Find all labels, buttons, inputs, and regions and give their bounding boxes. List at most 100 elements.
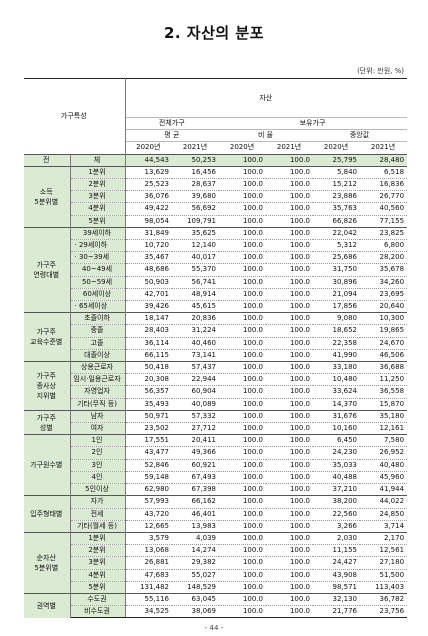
table-cell: 40,017 [172, 251, 220, 264]
table-cell: 29,382 [172, 556, 220, 570]
table-row: 순자산 5분위별 1분위 3,579 4,039 100.0 100.0 2,030 2,17… [24, 531, 408, 594]
table-cell: 100.0 [266, 300, 314, 313]
table-cell: 3,714 [360, 519, 408, 533]
table-cell: 100.0 [266, 202, 314, 216]
table-cell: 32,130 [313, 592, 361, 606]
table-cell: 11,250 [360, 373, 408, 386]
table-cell: 100.0 [219, 458, 267, 472]
table-cell: 16,456 [172, 165, 220, 179]
table-cell: 100.0 [266, 446, 314, 460]
table-cell: 3,266 [313, 519, 361, 533]
row-label: 2인 [70, 446, 126, 460]
table-cell: 37,210 [313, 483, 361, 496]
table-row: 가구주 종사상 지위별 상용근로자 50,418 57,437 100.0 100.0 33… [24, 361, 408, 411]
table-cell: 100.0 [219, 580, 267, 594]
table-body: 전 체 44,543 50,253 100.0 100.0 25,795 28,… [24, 153, 408, 619]
table-cell: 44,022 [360, 495, 408, 508]
table-row: 입주형태별 자가 57,993 66,162 100.0 100.0 38,200 44,02… [24, 495, 408, 533]
table-row: 기타(월세 등) 12,665 13,983 100.0 100.0 3,266 3,714 [24, 519, 408, 533]
table-cell: 66,826 [313, 214, 361, 228]
page-number: - 44 - [204, 624, 224, 632]
table-cell: 22,560 [313, 507, 361, 521]
table-cell: 40,480 [360, 458, 408, 472]
table-cell: 100.0 [219, 153, 267, 167]
table-row: 3인 52,846 60,921 100.0 100.0 35,033 40,480 [24, 458, 408, 472]
table-cell: 50,971 [125, 409, 173, 423]
table-row: 2인 43,477 49,366 100.0 100.0 24,230 26,952 [24, 446, 408, 460]
row-label: 40~49세 [70, 263, 126, 277]
table-row: 5분위 131,482 148,529 100.0 100.0 98,571 113,403 [24, 580, 408, 594]
table-cell: 59,148 [125, 470, 173, 484]
table-cell: 49,422 [125, 202, 173, 216]
table-cell: 5,312 [313, 239, 361, 252]
row-label: 5인이상 [70, 483, 126, 496]
table-cell: 14,370 [313, 397, 361, 411]
table-cell: 20,308 [125, 373, 173, 386]
row-label: 3분위 [70, 190, 126, 203]
row-label: 자가 [70, 495, 126, 508]
table-cell: 4,039 [172, 531, 220, 545]
table-row: 4분위 47,683 55,027 100.0 100.0 43,908 51,500 [24, 568, 408, 582]
table-cell: 14,274 [172, 544, 220, 557]
table-cell: 100.0 [266, 531, 314, 545]
table-cell: 28,480 [360, 153, 408, 167]
table-row: 비수도권 34,525 38,069 100.0 100.0 21,776 23,756 [24, 605, 408, 619]
table-cell: 100.0 [219, 165, 267, 179]
table-cell: 12,561 [360, 544, 408, 557]
table-cell: 100.0 [266, 544, 314, 557]
table-cell: 100.0 [266, 263, 314, 277]
table-cell: 60,904 [172, 385, 220, 399]
row-label: 50~59세 [70, 275, 126, 289]
table-cell: 73,141 [172, 348, 220, 362]
table-cell: 100.0 [266, 422, 314, 435]
table-cell: 100.0 [219, 531, 267, 545]
table-cell: 43,477 [125, 446, 173, 460]
table-cell: 100.0 [266, 397, 314, 411]
table-header: 가구특성 자산 전체가구 보유가구 평 균 비 율 중앙값 2020년 2021… [24, 78, 408, 155]
table-cell: 100.0 [219, 422, 267, 435]
table-cell: 48,686 [125, 263, 173, 277]
table-row: 5인이상 62,980 67,398 100.0 100.0 37,210 41,944 [24, 483, 408, 496]
table-cell: 100.0 [266, 178, 314, 191]
table-row: · 29세이하 10,720 12,140 100.0 100.0 5,312 6,800 [24, 239, 408, 252]
table-cell: 100.0 [219, 263, 267, 277]
group-category-label: 가구주 성별 [24, 409, 71, 435]
row-label: 여자 [70, 422, 126, 435]
table-cell: 43,720 [125, 507, 173, 521]
table-cell: 45,615 [172, 300, 220, 313]
table-row: 권역별 수도권 55,116 63,045 100.0 100.0 32,130 36,782 [24, 592, 408, 618]
table-cell: 35,763 [313, 202, 361, 216]
row-label: 중졸 [70, 324, 126, 338]
table-cell: 23,502 [125, 422, 173, 435]
table-row: 2분위 25,523 28,637 100.0 100.0 15,212 16,836 [24, 178, 408, 191]
table-cell: 100.0 [266, 470, 314, 484]
table-cell: 67,493 [172, 470, 220, 484]
table-row: 자영업자 56,357 60,904 100.0 100.0 33,624 36,558 [24, 385, 408, 399]
table-cell: 7,580 [360, 434, 408, 447]
total-label: 전 [24, 153, 71, 167]
table-cell: 40,560 [360, 202, 408, 216]
row-label: 고졸 [70, 336, 126, 350]
table-cell: 100.0 [266, 190, 314, 203]
table-row: 가구주 성별 남자 50,971 57,332 100.0 100.0 31,676 35,1… [24, 409, 408, 435]
table-row: 가구주 연령대별 39세이하 31,849 35,625 100.0 100.0 22,04… [24, 226, 408, 313]
table-row: 여자 23,502 27,712 100.0 100.0 10,160 12,161 [24, 422, 408, 435]
table-cell: 77,155 [360, 214, 408, 228]
table-cell: 45,960 [360, 470, 408, 484]
table-row: 2분위 13,068 14,274 100.0 100.0 11,155 12,561 [24, 544, 408, 557]
table-cell: 66,115 [125, 348, 173, 362]
table-cell: 21,094 [313, 287, 361, 301]
table-cell: 46,401 [172, 507, 220, 521]
table-cell: 35,625 [172, 226, 220, 240]
row-label: 1분위 [70, 531, 126, 545]
table-cell: 31,224 [172, 324, 220, 338]
table-cell: 11,155 [313, 544, 361, 557]
table-cell: 34,525 [125, 605, 173, 619]
table-cell: 20,836 [172, 312, 220, 325]
table-cell: 18,147 [125, 312, 173, 325]
table-cell: 41,990 [313, 348, 361, 362]
table-cell: 47,683 [125, 568, 173, 582]
table-cell: 12,665 [125, 519, 173, 533]
table-row: 가구원수별 1인 17,551 20,411 100.0 100.0 6,450 7,580 [24, 434, 408, 496]
table-cell: 100.0 [266, 592, 314, 606]
